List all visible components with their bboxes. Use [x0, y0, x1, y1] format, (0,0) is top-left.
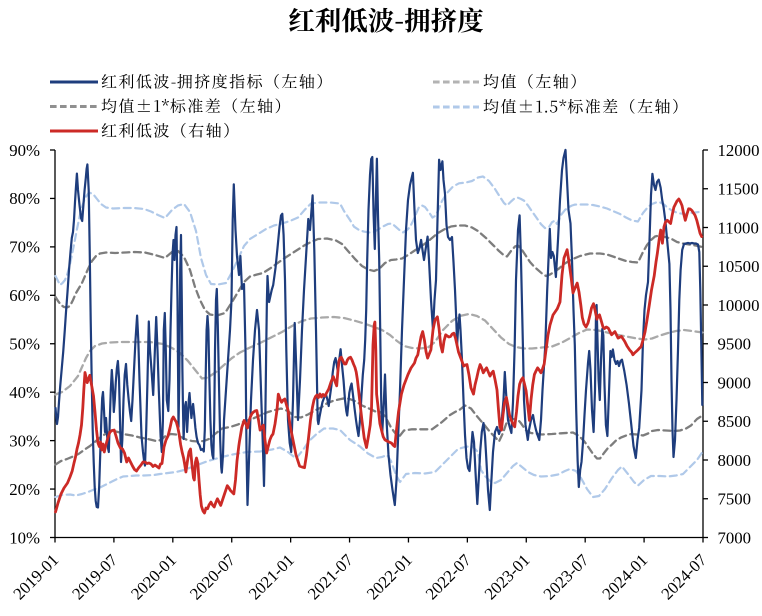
svg-text:20%: 20% [9, 480, 40, 499]
svg-text:9500: 9500 [718, 335, 752, 354]
svg-text:11500: 11500 [718, 180, 759, 199]
svg-text:60%: 60% [9, 286, 40, 305]
svg-text:70%: 70% [9, 238, 40, 257]
svg-text:40%: 40% [9, 383, 40, 402]
svg-text:10000: 10000 [718, 296, 760, 315]
svg-text:10%: 10% [9, 528, 40, 547]
svg-text:50%: 50% [9, 335, 40, 354]
svg-text:7500: 7500 [718, 490, 752, 509]
svg-text:30%: 30% [9, 431, 40, 450]
svg-text:12000: 12000 [718, 141, 760, 160]
svg-text:10500: 10500 [718, 257, 760, 276]
svg-text:7000: 7000 [718, 528, 752, 547]
svg-text:8500: 8500 [718, 412, 752, 431]
svg-text:80%: 80% [9, 189, 40, 208]
svg-text:9000: 9000 [718, 373, 752, 392]
svg-text:11000: 11000 [718, 218, 759, 237]
svg-text:90%: 90% [9, 141, 40, 160]
svg-text:8000: 8000 [718, 451, 752, 470]
